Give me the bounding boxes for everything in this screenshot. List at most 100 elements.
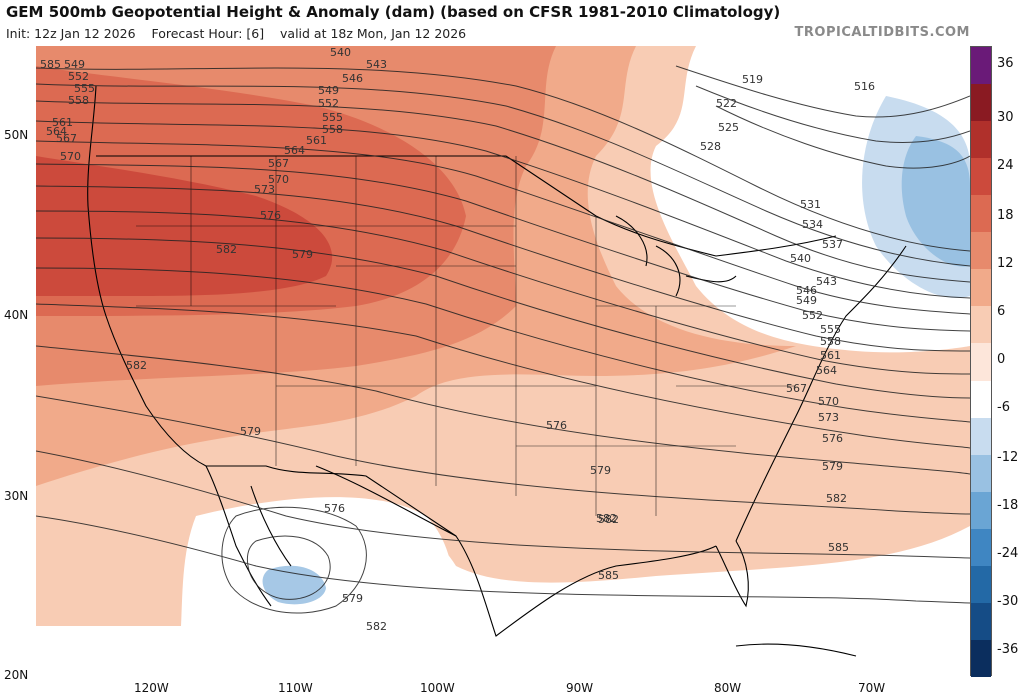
gulf-coast [315, 465, 717, 637]
contour-label: 549 [796, 294, 817, 307]
contour-label: 555 [74, 82, 95, 95]
contour-label: 582 [598, 513, 619, 526]
colorbar-label: 30 [997, 110, 1014, 125]
contour-label: 555 [820, 323, 841, 336]
forecast-hour: Forecast Hour: [6] [151, 26, 265, 41]
contour-label: 552 [318, 97, 339, 110]
colorbar [970, 46, 992, 678]
contour-label: 552 [68, 70, 89, 83]
colorbar-label: 12 [997, 256, 1014, 271]
contour-label: 546 [796, 284, 817, 297]
cuba [735, 643, 857, 657]
contour-label: 585 [598, 569, 619, 582]
colorbar-swatch [971, 121, 991, 159]
colorbar-swatches [970, 46, 992, 678]
contour-label: 579 [342, 592, 363, 605]
colorbar-swatch [971, 417, 991, 456]
colorbar-label: -6 [997, 400, 1010, 415]
colorbar-swatch [971, 491, 991, 530]
contour-label: 522 [716, 97, 737, 110]
contour-label: 537 [822, 238, 843, 251]
contour-label: 516 [854, 80, 875, 93]
contour-label: 525 [718, 121, 739, 134]
contour-label: 531 [800, 198, 821, 211]
contour-label: 558 [68, 94, 89, 107]
contour-label: 570 [60, 150, 81, 163]
brand-watermark[interactable]: TROPICALTIDBITS.COM [794, 25, 970, 40]
contour-label: 540 [790, 252, 811, 265]
contour-label: 579 [822, 460, 843, 473]
colorbar-label: -36 [997, 642, 1019, 657]
contour-label: 585 [40, 58, 61, 71]
colorbar-swatch [971, 269, 991, 307]
contour-label: 564 [284, 144, 305, 157]
contour-label: 567 [56, 132, 77, 145]
us-mexico-border [206, 465, 457, 537]
colorbar-swatch [971, 528, 991, 567]
height-contours [36, 65, 970, 614]
contour-label: 576 [822, 432, 843, 445]
contour-label: 561 [306, 134, 327, 147]
lat-label-40n: 40N [4, 308, 29, 322]
lat-label-50n: 50N [4, 128, 29, 142]
contour-label: 540 [330, 46, 351, 59]
contour-label: 579 [292, 248, 313, 261]
contour-label: 579 [590, 464, 611, 477]
map-title: GEM 500mb Geopotential Height & Anomaly … [6, 3, 781, 21]
contour-labels: 540 543 546 549 552 555 558 561 564 567 … [40, 46, 875, 633]
contour-label: 564 [46, 125, 67, 138]
colorbar-label: 36 [997, 56, 1014, 71]
contour-label: 573 [818, 411, 839, 424]
colorbar-label: 6 [997, 304, 1006, 319]
colorbar-swatch [971, 306, 991, 344]
contour-label: 528 [700, 140, 721, 153]
contour-label: 567 [786, 382, 807, 395]
contour-label: 567 [268, 157, 289, 170]
contour-label: 582 [366, 620, 387, 633]
baja-california [205, 465, 292, 607]
header: GEM 500mb Geopotential Height & Anomaly … [0, 0, 1024, 46]
east-coast [735, 245, 907, 542]
contour-label: 561 [52, 116, 73, 129]
contour-label: 582 [126, 359, 147, 372]
colorbar-swatch [971, 602, 991, 641]
anomaly-neg-12 [901, 136, 970, 267]
colorbar-label: 0 [997, 352, 1006, 367]
contour-label: 570 [818, 395, 839, 408]
lon-label-110w: 110W [278, 681, 313, 695]
map-canvas[interactable]: 540 543 546 549 552 555 558 561 564 567 … [36, 46, 970, 676]
us-canada-border [96, 155, 837, 257]
contour-label: 549 [64, 58, 85, 71]
colorbar-label: -18 [997, 498, 1019, 513]
colorbar-swatch [971, 158, 991, 196]
colorbar-label: 18 [997, 208, 1014, 223]
colorbar-swatch [971, 84, 991, 122]
us-west-coast [87, 85, 207, 467]
colorbar-swatch [971, 639, 991, 678]
contour-label: 570 [268, 173, 289, 186]
colorbar-label: -24 [997, 546, 1019, 561]
contour-label: 582 [596, 512, 617, 525]
colorbar-swatch [971, 47, 991, 85]
contour-label: 579 [240, 425, 261, 438]
contour-label: 543 [366, 58, 387, 71]
contour-label: 549 [318, 84, 339, 97]
lon-label-80w: 80W [714, 681, 742, 695]
coastlines [87, 85, 907, 657]
contour-label: 576 [546, 419, 567, 432]
colorbar-label: -30 [997, 594, 1019, 609]
contour-label: 546 [342, 72, 363, 85]
contour-label: 576 [324, 502, 345, 515]
contour-label: 564 [816, 364, 837, 377]
lon-label-100w: 100W [420, 681, 455, 695]
contour-label: 534 [802, 218, 823, 231]
colorbar-swatch [971, 195, 991, 233]
colorbar-label: -12 [997, 450, 1019, 465]
contour-label: 576 [260, 209, 281, 222]
valid-time: valid at 18z Mon, Jan 12 2026 [280, 26, 467, 41]
great-lakes [615, 215, 737, 297]
colorbar-swatch [971, 343, 991, 382]
lat-label-30n: 30N [4, 489, 29, 503]
contour-label: 585 [828, 541, 849, 554]
contour-label: 561 [820, 349, 841, 362]
